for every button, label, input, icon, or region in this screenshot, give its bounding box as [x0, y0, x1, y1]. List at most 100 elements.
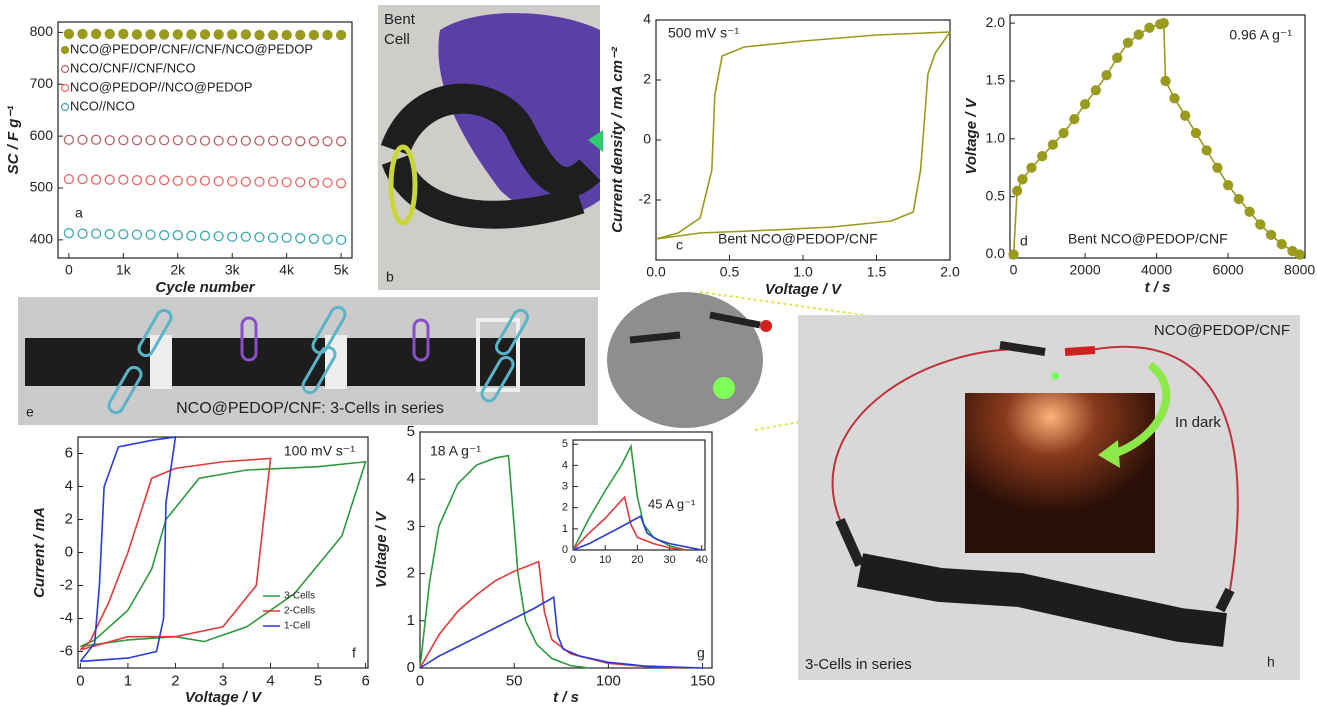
legend-label: 3-Cells: [284, 591, 315, 602]
marker: [241, 177, 250, 186]
marker: [1081, 100, 1090, 109]
marker: [146, 176, 155, 185]
panel-label: d: [1020, 233, 1028, 249]
legend-label: NCO/CNF//CNF/NCO: [70, 60, 196, 75]
y-tick-label: 4: [407, 470, 415, 487]
clip-lead: [1065, 350, 1095, 352]
y-tick-label: 2: [643, 71, 651, 87]
marker: [228, 30, 237, 39]
marker: [160, 231, 169, 240]
panel-label: g: [697, 645, 705, 661]
marker: [282, 30, 291, 39]
marker: [78, 229, 87, 238]
panel-label: c: [676, 237, 683, 253]
page: Bent Cell b NCO@PEDOP/CNF: 3-Cells in se…: [0, 0, 1317, 706]
marker: [132, 230, 141, 239]
x-tick-label: 2000: [1070, 261, 1101, 277]
marker: [1091, 86, 1100, 95]
y-tick-label: 2.0: [986, 14, 1006, 30]
marker: [187, 136, 196, 145]
marker: [1159, 19, 1168, 28]
marker: [119, 175, 128, 184]
wire: [760, 320, 772, 332]
marker: [119, 29, 128, 38]
marker: [309, 30, 318, 39]
marker: [255, 136, 264, 145]
marker: [173, 136, 182, 145]
marker: [296, 137, 305, 146]
marker: [92, 29, 101, 38]
x-tick-label: 20: [631, 554, 643, 566]
marker: [92, 229, 101, 238]
plot-frame: [656, 20, 950, 260]
marker: [173, 30, 182, 39]
marker: [1224, 181, 1233, 190]
marker: [64, 135, 73, 144]
photo-label: Bent: [384, 11, 416, 28]
marker: [1134, 30, 1143, 39]
y-axis-label: Current density / mA cm⁻²: [609, 46, 626, 233]
photo-e: NCO@PEDOP/CNF: 3-Cells in series e: [18, 297, 598, 425]
legend-label: NCO//NCO: [70, 98, 135, 113]
photo-caption: 3-Cells in series: [805, 656, 912, 673]
marker: [214, 30, 223, 39]
x-tick-label: 30: [663, 554, 675, 566]
marker: [132, 176, 141, 185]
x-tick-label: 0: [65, 261, 73, 277]
x-tick-label: 2k: [170, 261, 186, 277]
y-tick-label: 0: [407, 659, 415, 676]
x-tick-label: 8000: [1284, 261, 1315, 277]
x-axis-label: t / s: [553, 689, 579, 706]
y-tick-label: 500: [30, 179, 54, 195]
marker: [228, 177, 237, 186]
marker: [1070, 115, 1079, 124]
series-line: [80, 458, 270, 649]
panel-label: h: [1267, 654, 1275, 670]
y-tick-label: 1: [407, 612, 415, 629]
y-tick-label: 2: [407, 565, 415, 582]
annotation: 500 mV s⁻¹: [668, 25, 740, 41]
marker: [1267, 230, 1276, 239]
annotation: 0.96 A g⁻¹: [1229, 27, 1292, 43]
y-tick-label: 4: [643, 11, 651, 27]
marker: [228, 136, 237, 145]
marker: [214, 136, 223, 145]
marker: [201, 176, 210, 185]
x-tick-label: 100: [596, 672, 621, 689]
y-tick-label: -2: [639, 191, 652, 207]
marker: [1161, 76, 1170, 85]
y-axis-label: Current / mA: [31, 507, 48, 598]
plot-frame: [78, 437, 368, 668]
marker: [241, 30, 250, 39]
legend-label: 2-Cells: [284, 606, 315, 617]
marker: [146, 230, 155, 239]
marker: [269, 177, 278, 186]
marker: [201, 231, 210, 240]
marker: [255, 233, 264, 242]
marker: [78, 175, 87, 184]
series-line: [1014, 23, 1300, 254]
y-tick-label: 6: [65, 444, 73, 461]
marker: [323, 235, 332, 244]
series-line: [656, 32, 950, 239]
marker: [1038, 152, 1047, 161]
marker: [78, 135, 87, 144]
annotation: 18 A g⁻¹: [430, 443, 481, 459]
marker: [1181, 111, 1190, 120]
legend-marker: [62, 104, 69, 111]
marker: [282, 233, 291, 242]
y-tick-label: 1.5: [986, 72, 1006, 88]
marker: [64, 229, 73, 238]
x-tick-label: 0: [570, 554, 576, 566]
marker: [64, 175, 73, 184]
marker: [255, 30, 264, 39]
marker: [1202, 146, 1211, 155]
x-tick-label: 0: [416, 672, 424, 689]
marker: [201, 30, 210, 39]
marker: [160, 136, 169, 145]
marker: [1102, 71, 1111, 80]
x-tick-label: 3k: [225, 261, 241, 277]
led: [1051, 372, 1059, 380]
annotation: Bent NCO@PEDOP/CNF: [1068, 231, 1228, 247]
y-tick-label: 700: [30, 75, 54, 91]
